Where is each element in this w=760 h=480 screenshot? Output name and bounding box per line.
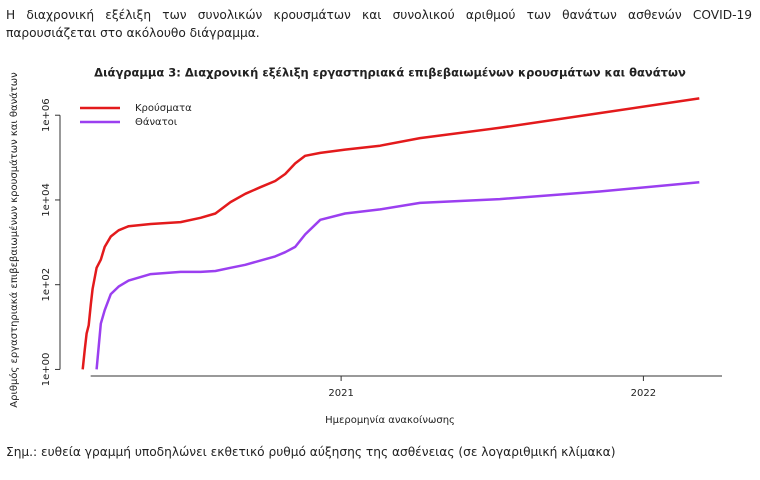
- series-line: [95, 180, 700, 370]
- series-line: [81, 97, 700, 370]
- x-tick-label: 2021: [328, 388, 353, 399]
- y-tick-label: 1e+04: [41, 183, 52, 217]
- intro-text: Η διαχρονική εξέλιξη των συνολικών κρουσ…: [6, 8, 752, 40]
- x-axis-label: Ημερομηνία ανακοίνωσης: [325, 414, 455, 426]
- x-tick-label: 2022: [631, 388, 656, 399]
- y-axis-label: Αριθμός εργαστηριακά επιβεβαιωμένων κρου…: [8, 72, 20, 408]
- legend-label: Κρούσματα: [135, 102, 192, 114]
- chart-title: Διάγραμμα 3: Διαχρονική εξέλιξη εργαστηρ…: [94, 66, 686, 80]
- y-tick-label: 1e+00: [41, 353, 52, 387]
- footnote: Σημ.: ευθεία γραμμή υποδηλώνει εκθετικό …: [6, 445, 616, 459]
- y-tick-label: 1e+06: [41, 98, 52, 132]
- legend-label: Θάνατοι: [135, 116, 178, 128]
- y-tick-label: 1e+02: [41, 268, 52, 302]
